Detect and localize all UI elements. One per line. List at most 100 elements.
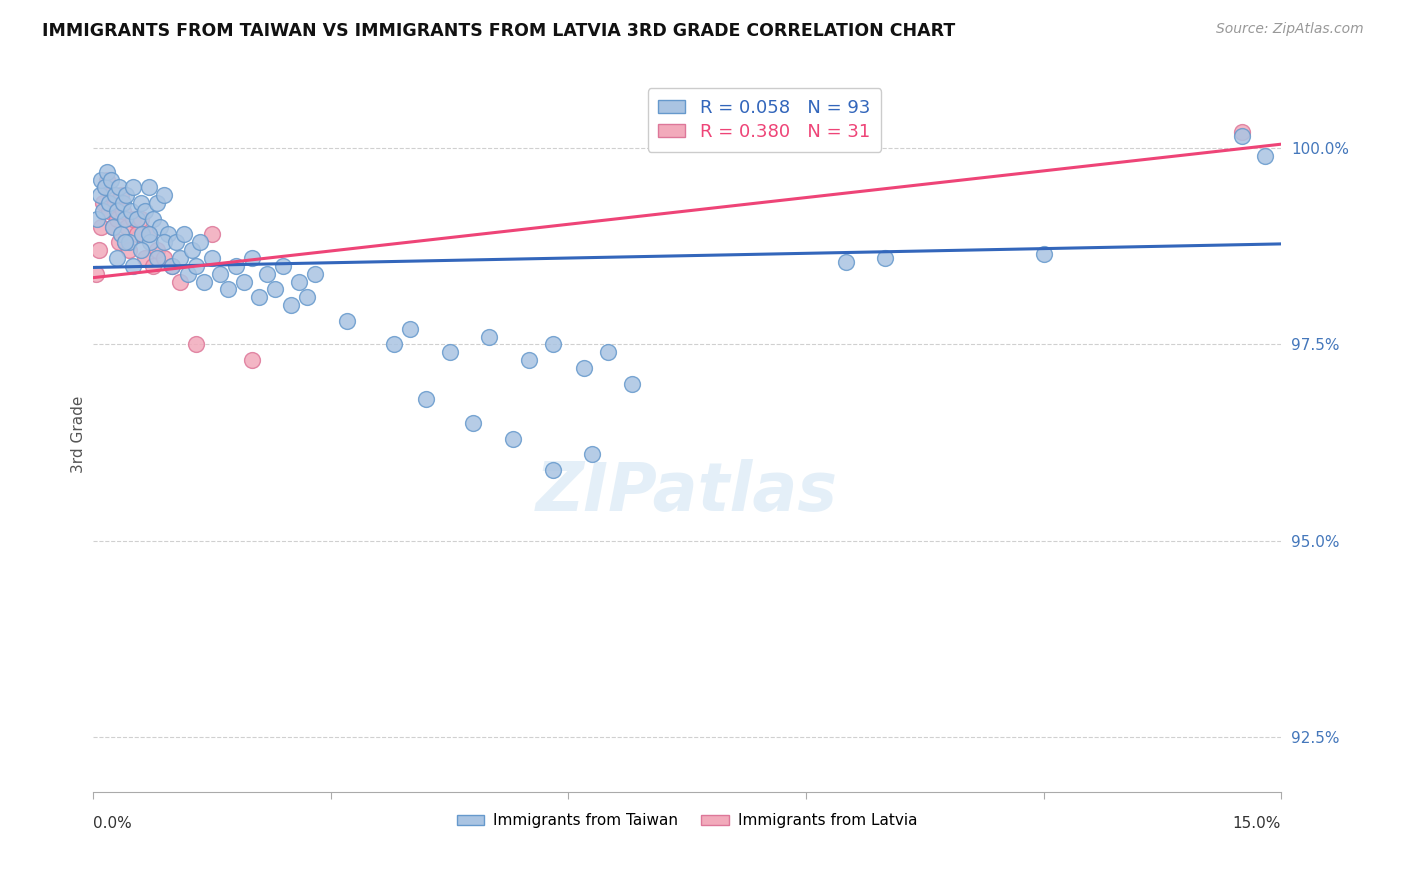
Point — [138, 180, 160, 194]
Point — [834, 255, 856, 269]
Y-axis label: 3rd Grade: 3rd Grade — [72, 396, 86, 474]
Point — [288, 275, 311, 289]
Point — [225, 259, 247, 273]
Point — [105, 211, 128, 226]
Point — [86, 211, 108, 226]
Point — [162, 259, 184, 273]
Point — [201, 227, 224, 242]
Text: ZIPatlas: ZIPatlas — [536, 458, 838, 524]
Point — [114, 235, 136, 250]
Point — [145, 243, 167, 257]
Point — [138, 227, 160, 242]
Point — [875, 251, 897, 265]
Point — [145, 251, 167, 265]
Point — [129, 211, 152, 226]
Point — [134, 203, 156, 218]
Point — [271, 259, 294, 273]
Point — [139, 235, 162, 250]
Point — [478, 329, 501, 343]
Point — [620, 376, 643, 391]
Point — [184, 337, 207, 351]
Point — [90, 219, 112, 234]
Point — [157, 227, 180, 242]
Point — [105, 203, 128, 218]
Point — [110, 188, 132, 202]
Point — [208, 267, 231, 281]
Point — [1254, 149, 1277, 163]
Text: Source: ZipAtlas.com: Source: ZipAtlas.com — [1216, 22, 1364, 37]
Point — [89, 188, 111, 202]
Point — [94, 180, 117, 194]
Point — [90, 172, 112, 186]
Point — [142, 259, 165, 273]
Point — [100, 172, 122, 186]
Point — [129, 196, 152, 211]
Point — [104, 188, 127, 202]
Point — [104, 196, 127, 211]
Point — [110, 227, 132, 242]
Point — [86, 267, 108, 281]
Point — [101, 219, 124, 234]
Point — [572, 361, 595, 376]
Point — [184, 259, 207, 273]
Point — [108, 235, 131, 250]
Point — [188, 235, 211, 250]
Point — [162, 259, 184, 273]
Point — [581, 447, 603, 461]
Point — [256, 267, 278, 281]
Point — [249, 290, 271, 304]
Legend: Immigrants from Taiwan, Immigrants from Latvia: Immigrants from Taiwan, Immigrants from … — [451, 807, 924, 834]
Point — [112, 203, 135, 218]
Point — [201, 251, 224, 265]
Point — [304, 267, 326, 281]
Point — [105, 251, 128, 265]
Point — [295, 290, 318, 304]
Point — [217, 282, 239, 296]
Point — [439, 345, 461, 359]
Point — [114, 211, 136, 226]
Point — [91, 203, 114, 218]
Point — [94, 180, 117, 194]
Point — [382, 337, 405, 351]
Point — [100, 188, 122, 202]
Point — [415, 392, 437, 407]
Point — [114, 235, 136, 250]
Point — [145, 196, 167, 211]
Point — [541, 337, 564, 351]
Point — [153, 188, 176, 202]
Point — [240, 353, 263, 368]
Point — [240, 251, 263, 265]
Point — [129, 243, 152, 257]
Text: 0.0%: 0.0% — [93, 815, 132, 830]
Point — [541, 463, 564, 477]
Point — [280, 298, 302, 312]
Point — [153, 251, 176, 265]
Point — [121, 180, 143, 194]
Point — [181, 243, 204, 257]
Point — [98, 196, 121, 211]
Point — [93, 196, 115, 211]
Point — [125, 227, 148, 242]
Point — [264, 282, 287, 296]
Point — [142, 211, 165, 226]
Point — [98, 203, 121, 218]
Point — [101, 219, 124, 234]
Point — [115, 188, 138, 202]
Point — [232, 275, 254, 289]
Point — [131, 227, 153, 242]
Point — [125, 211, 148, 226]
Point — [138, 227, 160, 242]
Point — [115, 219, 138, 234]
Point — [107, 180, 129, 194]
Point — [596, 345, 619, 359]
Point — [399, 321, 422, 335]
Point — [1032, 247, 1054, 261]
Point — [121, 259, 143, 273]
Point — [463, 416, 485, 430]
Point — [96, 164, 118, 178]
Point — [517, 353, 540, 368]
Point — [134, 251, 156, 265]
Point — [121, 211, 143, 226]
Point — [87, 243, 110, 257]
Point — [118, 243, 141, 257]
